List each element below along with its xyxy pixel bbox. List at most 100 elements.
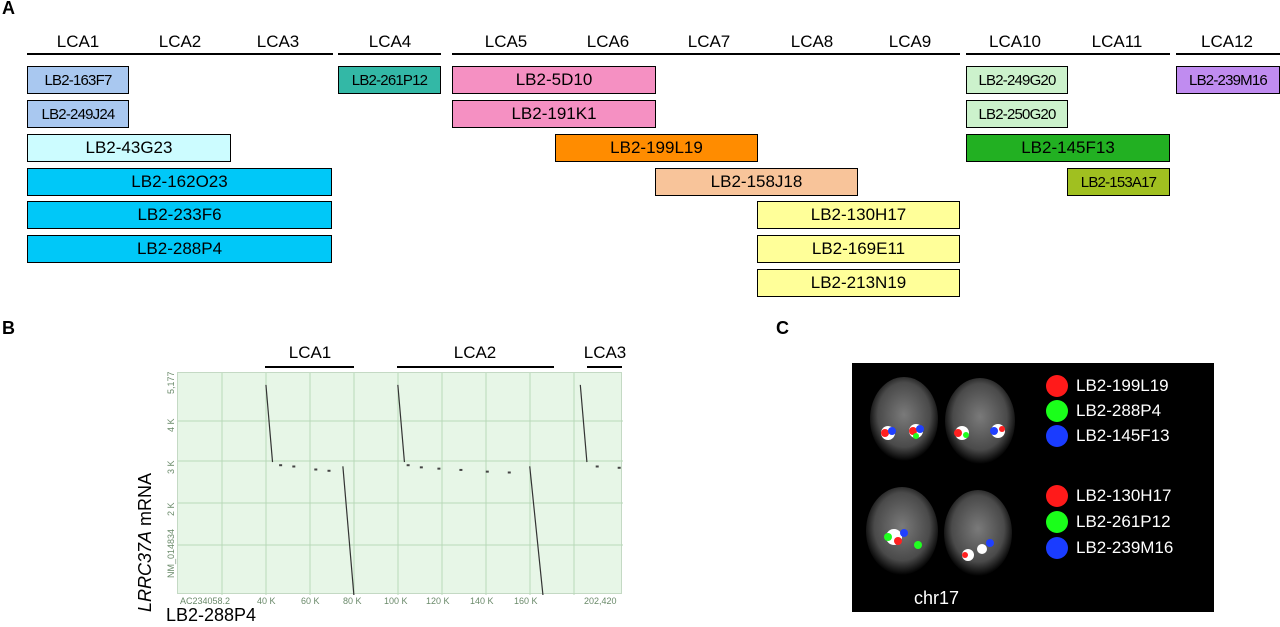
alignment-dot bbox=[485, 470, 489, 473]
lca-label: LCA7 bbox=[687, 32, 731, 51]
nuclei-illustration bbox=[866, 377, 1015, 576]
x-tick-label: 160 K bbox=[514, 596, 538, 606]
signal bbox=[884, 533, 892, 541]
x-tick-label: 100 K bbox=[384, 596, 408, 606]
lca-group-line bbox=[587, 366, 622, 368]
clone-bar: LB2-169E11 bbox=[757, 235, 960, 263]
y-tick-label: NM_014834 bbox=[166, 528, 176, 578]
chromosome-caption: chr17 bbox=[914, 588, 960, 608]
lca-label: LCA3 bbox=[256, 32, 300, 51]
alignment-dot bbox=[292, 465, 296, 468]
clone-bar: LB2-145F13 bbox=[966, 134, 1170, 162]
legend-label: LB2-199L19 bbox=[1076, 376, 1169, 395]
legend-label: LB2-239M16 bbox=[1076, 538, 1174, 557]
signal bbox=[888, 427, 896, 435]
signal bbox=[962, 552, 968, 558]
nucleus bbox=[945, 378, 1015, 464]
clone-bar: LB2-213N19 bbox=[757, 269, 960, 297]
alignment-dot bbox=[279, 464, 283, 467]
dot-plot bbox=[177, 372, 623, 595]
clone-bar: LB2-249J24 bbox=[27, 100, 129, 128]
signal bbox=[913, 433, 919, 439]
legend-dot-blue bbox=[1046, 425, 1068, 447]
lca-label: LCA5 bbox=[484, 32, 528, 51]
signal bbox=[990, 427, 998, 435]
signal bbox=[963, 432, 969, 438]
y-axis-title: LRRC37A mRNA bbox=[135, 473, 156, 612]
panel-a-letter: A bbox=[2, 0, 15, 18]
lca-label: LCA2 bbox=[158, 32, 202, 51]
clone-bar: LB2-199L19 bbox=[555, 134, 758, 162]
lca-label: LCA12 bbox=[1201, 32, 1253, 51]
legend-label: LB2-261P12 bbox=[1076, 512, 1171, 531]
alignment-segment bbox=[579, 384, 588, 463]
fish-signals bbox=[881, 424, 1005, 561]
lca-group-line bbox=[966, 53, 1170, 55]
signal bbox=[914, 541, 922, 549]
x-axis-title: LB2-288P4 bbox=[166, 605, 257, 625]
lca-label: LCA1 bbox=[288, 343, 332, 362]
y-axis-title-gene: LRRC37A bbox=[135, 530, 155, 612]
lca-group-line bbox=[338, 53, 441, 55]
clone-bar: LB2-261P12 bbox=[338, 66, 441, 94]
alignment-dot bbox=[437, 467, 441, 470]
signal bbox=[916, 425, 924, 433]
y-tick-label: 2 K bbox=[166, 502, 176, 516]
dot-plot-svg bbox=[178, 373, 623, 595]
clone-bar: LB2-153A17 bbox=[1067, 168, 1170, 196]
clone-bar: LB2-158J18 bbox=[655, 168, 858, 196]
alignment-segment bbox=[397, 384, 406, 463]
clone-bar: LB2-250G20 bbox=[966, 100, 1068, 128]
legend-dot-red bbox=[1046, 375, 1068, 397]
lca-group-line bbox=[452, 53, 960, 55]
x-tick-label: AC234058.2 bbox=[180, 596, 231, 606]
legend-label: LB2-288P4 bbox=[1076, 401, 1162, 420]
signal bbox=[900, 529, 908, 537]
lca-label: LCA6 bbox=[586, 32, 630, 51]
lca-group-line bbox=[265, 366, 354, 368]
signal bbox=[909, 427, 917, 435]
dot-segments bbox=[265, 384, 621, 595]
alignment-segment bbox=[265, 384, 274, 463]
lca-label: LCA8 bbox=[790, 32, 834, 51]
lca-label: LCA2 bbox=[453, 343, 497, 362]
lca-label: LCA10 bbox=[989, 32, 1041, 51]
panel-b-letter: B bbox=[2, 318, 15, 338]
y-tick-label: 5,177 bbox=[166, 371, 176, 394]
x-tick-label: 40 K bbox=[257, 596, 276, 606]
alignment-dot bbox=[327, 469, 331, 472]
y-tick-label: 3 K bbox=[166, 460, 176, 474]
lca-label: LCA11 bbox=[1091, 32, 1143, 51]
x-tick-label: 140 K bbox=[470, 596, 494, 606]
grid bbox=[178, 373, 623, 595]
x-tick-label: 120 K bbox=[426, 596, 450, 606]
lca-group-line bbox=[27, 53, 333, 55]
lca-group-line bbox=[397, 366, 554, 368]
alignment-dot bbox=[459, 468, 463, 471]
lca-group-line bbox=[1176, 53, 1280, 55]
signal bbox=[999, 426, 1005, 432]
alignment-dot bbox=[406, 464, 410, 467]
alignment-segment bbox=[342, 466, 355, 595]
clone-bar: LB2-288P4 bbox=[27, 235, 332, 263]
alignment-dot bbox=[617, 466, 621, 469]
lca-label: LCA3 bbox=[583, 343, 627, 362]
lca-label: LCA1 bbox=[56, 32, 100, 51]
signal bbox=[894, 537, 902, 545]
clone-bar: LB2-249G20 bbox=[966, 66, 1068, 94]
lca-label: LCA9 bbox=[888, 32, 932, 51]
clone-bar: LB2-162O23 bbox=[27, 168, 332, 196]
clone-bar: LB2-43G23 bbox=[27, 134, 231, 162]
alignment-dot bbox=[595, 465, 599, 468]
legend-dot-blue bbox=[1046, 537, 1068, 559]
y-tick-label: 4 K bbox=[166, 418, 176, 432]
legend-dot-green bbox=[1046, 511, 1068, 533]
x-tick-label: 80 K bbox=[343, 596, 362, 606]
x-tick-label: 60 K bbox=[301, 596, 320, 606]
fish-image: LB2-199L19 LB2-288P4 LB2-145F13 LB2-130H… bbox=[852, 363, 1214, 612]
nucleus bbox=[870, 377, 938, 461]
alignment-dot bbox=[419, 466, 423, 469]
legend-dot-green bbox=[1046, 400, 1068, 422]
legend-dot-red bbox=[1046, 485, 1068, 507]
alignment-dot bbox=[314, 468, 318, 471]
